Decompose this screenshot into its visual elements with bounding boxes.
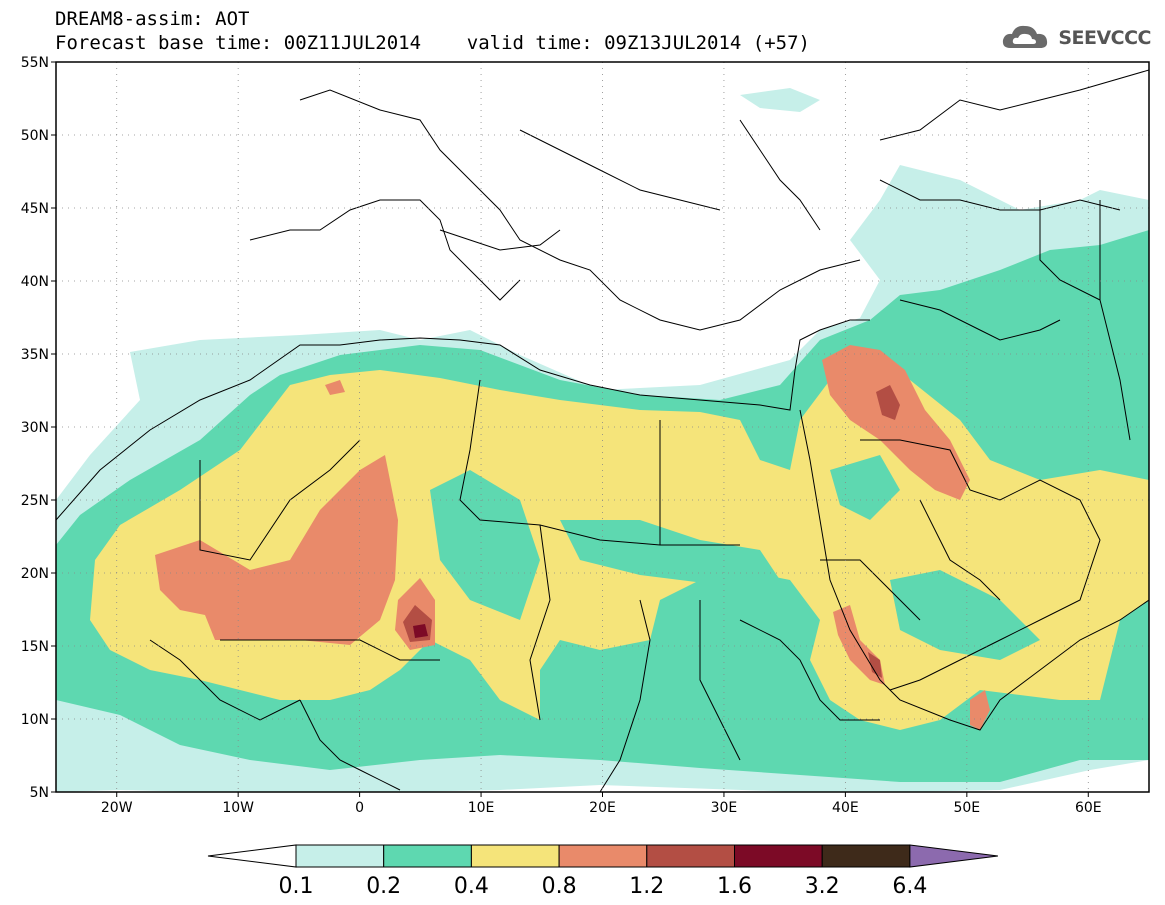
lat-label: 5N <box>30 785 49 801</box>
colorbar-segment <box>558 844 648 868</box>
colorbar-max-arrow <box>909 844 998 868</box>
colorbar-segment <box>295 844 385 868</box>
cloud-icon <box>1003 25 1048 48</box>
colorbar-segment <box>734 844 823 868</box>
colorbar-tick-label: 0.4 <box>454 874 489 899</box>
forecast-time-line: Forecast base time: 00Z11JUL2014 valid t… <box>55 32 810 54</box>
lat-label: 55N <box>21 55 49 71</box>
colorbar-tick-label: 0.8 <box>542 874 577 899</box>
lon-label: 60E <box>1075 800 1102 816</box>
aot-island-0.2-b <box>560 520 780 585</box>
lon-label: 50E <box>953 800 980 816</box>
lat-label: 10N <box>21 712 49 728</box>
lon-label: 0 <box>355 800 364 816</box>
lon-label: 30E <box>711 800 738 816</box>
colorbar-segment <box>383 844 472 868</box>
aot-band-0.1-north <box>740 88 820 112</box>
lat-label: 40N <box>21 274 49 290</box>
aot-band-1.2-iraq <box>876 385 900 420</box>
lon-label: 20W <box>101 800 133 816</box>
colorbar-segment <box>470 844 560 868</box>
aot-band-0.8-iraq <box>822 345 970 500</box>
lat-label: 45N <box>21 201 49 217</box>
lon-label: 40E <box>832 800 859 816</box>
colorbar-min-arrow <box>207 844 297 868</box>
aot-band-1.6-niger <box>413 624 428 638</box>
aot-field <box>56 62 1149 792</box>
lat-label: 25N <box>21 493 49 509</box>
lon-label: 10W <box>222 800 254 816</box>
colorbar-tick-label: 3.2 <box>805 874 840 899</box>
aot-island-0.2-a <box>430 470 540 620</box>
colorbar-tick-label: 0.1 <box>279 874 314 899</box>
lat-lon-grid <box>56 62 1149 792</box>
colorbar: 0.1 0.2 0.4 0.8 1.2 1.6 3.2 6.4 <box>207 844 998 899</box>
lon-label: 10E <box>468 800 495 816</box>
colorbar-tick-label: 1.6 <box>717 874 752 899</box>
colorbar-tick-label: 0.2 <box>366 874 401 899</box>
aot-band-1.2-redsea <box>868 652 882 678</box>
lat-label: 35N <box>21 347 49 363</box>
map-title: DREAM8-assim: AOT <box>55 8 250 30</box>
aot-island-0.2-c <box>830 455 900 520</box>
aot-band-0.8-west <box>155 455 398 645</box>
lon-label: 20E <box>589 800 616 816</box>
lat-label: 30N <box>21 420 49 436</box>
lat-label: 50N <box>21 128 49 144</box>
coastlines <box>56 69 1149 792</box>
lat-label: 20N <box>21 566 49 582</box>
latitude-labels: 55N 50N 45N 40N 35N 30N 25N 20N 15N 10N 5N <box>21 55 56 801</box>
aot-band-0.8-morocco <box>325 380 345 395</box>
aot-band-0.8-somalia <box>970 690 990 730</box>
seevccc-logo: SEEVCCC <box>1000 22 1151 54</box>
colorbar-tick-label: 6.4 <box>892 874 927 899</box>
colorbar-segment <box>821 844 911 868</box>
longitude-labels: 20W 10W 0 10E 20E 30E 40E 50E 60E <box>101 792 1102 816</box>
lat-label: 15N <box>21 639 49 655</box>
colorbar-tick-label: 1.2 <box>629 874 664 899</box>
logo-text: SEEVCCC <box>1058 27 1151 49</box>
colorbar-segment <box>646 844 735 868</box>
aot-island-0.2-d <box>890 570 1040 660</box>
